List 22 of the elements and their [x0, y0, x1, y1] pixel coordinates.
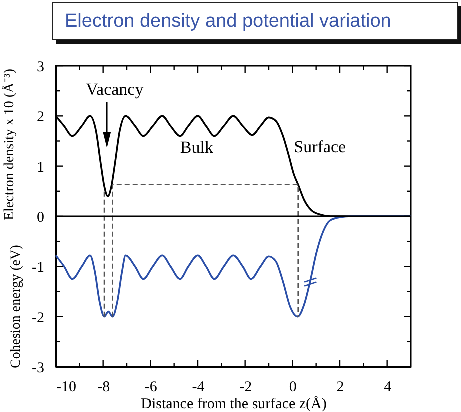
x-tick-label: 4	[384, 380, 392, 396]
y-tick-label: -2	[32, 310, 44, 326]
x-tick-label: -6	[144, 380, 158, 396]
y-axis-title: Electron density x 10 (Å⁻³)	[2, 68, 18, 221]
annotation: Bulk	[180, 138, 214, 157]
x-tick-label: -4	[192, 380, 206, 396]
annotation: Surface	[294, 137, 346, 156]
y-tick-label: 2	[37, 110, 44, 126]
y-tick-label: 1	[37, 160, 44, 176]
x-tick-label: -8	[98, 380, 110, 396]
text: Cohesion energy (eV)	[9, 244, 24, 368]
chart-title: Electron density and potential variation	[52, 2, 458, 40]
y-tick-label: 0	[37, 210, 44, 226]
y-tick-label: -3	[32, 360, 44, 376]
x-tick-label: -10	[56, 380, 76, 396]
y-tick-label: 3	[37, 60, 44, 76]
y-tick-label: -1	[32, 260, 44, 276]
x-tick-label: 2	[336, 380, 344, 396]
x-axis-title: Distance from the surface z(Å)	[141, 396, 327, 412]
x-tick-label: -2	[240, 380, 252, 396]
x-tick-label: 0	[289, 380, 297, 396]
annotation: Vacancy	[86, 80, 144, 100]
